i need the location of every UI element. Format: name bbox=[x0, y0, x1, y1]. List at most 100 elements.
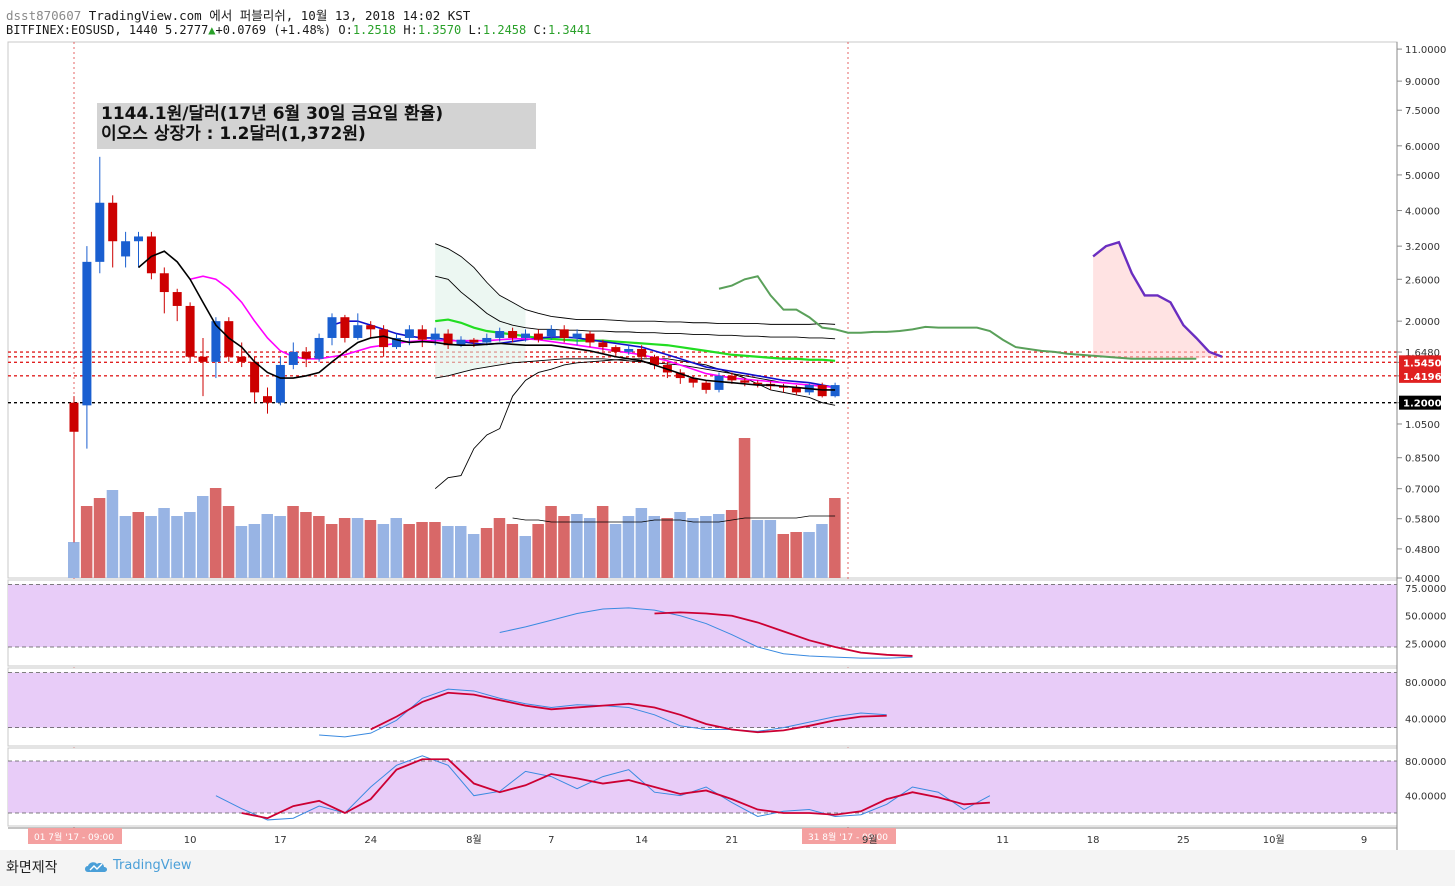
candle-body bbox=[224, 321, 234, 357]
bb-lower2-line bbox=[435, 358, 836, 388]
volume-bar bbox=[700, 516, 712, 578]
volume-bar bbox=[506, 524, 519, 578]
volume-bar bbox=[145, 516, 157, 578]
volume-bar bbox=[184, 512, 196, 578]
volume-bar bbox=[648, 516, 660, 578]
publish-info: TradingView.com 에서 퍼블리쉬, 10월 13, 2018 14… bbox=[81, 8, 471, 23]
volume-bar bbox=[442, 526, 454, 578]
candle-body bbox=[353, 325, 363, 338]
candle-body bbox=[753, 382, 763, 385]
candle-body bbox=[624, 348, 634, 352]
osc3-red-line bbox=[241, 758, 990, 820]
low-value: 1.2458 bbox=[482, 23, 527, 37]
candle-body bbox=[327, 317, 337, 338]
candle-body bbox=[301, 351, 311, 359]
candle-body bbox=[495, 331, 505, 338]
volume-bar bbox=[274, 516, 286, 578]
volume-bar bbox=[80, 506, 93, 578]
price-tick-label: 2.0000 bbox=[1405, 317, 1440, 328]
range-start-box bbox=[28, 828, 122, 844]
candle-body bbox=[533, 333, 543, 340]
volume-bar bbox=[674, 512, 686, 578]
volume-bar bbox=[326, 524, 338, 578]
candle-body bbox=[469, 339, 479, 343]
candle-body bbox=[727, 375, 737, 381]
price-label-text: 1.5450 bbox=[1403, 358, 1442, 369]
x-tick-label: 7 bbox=[548, 835, 554, 846]
cloud-fill bbox=[1093, 242, 1223, 359]
x-tick-label: 14 bbox=[635, 835, 648, 846]
volume-bar bbox=[725, 510, 738, 578]
osc1-blue-line bbox=[499, 607, 913, 659]
candle-body bbox=[585, 333, 595, 343]
chart-canvas[interactable]: 11.0000 9.0000 7.5000 6.0000 5.0000 4.0000 3.2… bbox=[0, 0, 1455, 850]
volume-bar bbox=[338, 518, 351, 578]
volume-bar bbox=[235, 526, 248, 578]
osc1-band bbox=[8, 584, 1397, 648]
volume-bar bbox=[300, 512, 312, 578]
volume-bar bbox=[416, 522, 428, 578]
price-tick-label: 3.2000 bbox=[1405, 242, 1440, 253]
x-tick-label: 8월 bbox=[466, 834, 482, 846]
footer-label: 화면제작 bbox=[6, 860, 58, 876]
candle-body bbox=[430, 333, 440, 340]
candle-body bbox=[508, 331, 518, 338]
volume-bar bbox=[171, 516, 183, 578]
volume-bar bbox=[493, 518, 506, 578]
volume-bar bbox=[558, 516, 570, 578]
price-label-text: 1.4196 bbox=[1403, 372, 1442, 383]
x-tick-label: 9월 bbox=[862, 834, 878, 846]
candle-body bbox=[379, 329, 389, 348]
candle-body bbox=[134, 236, 143, 242]
annotation-box[interactable]: 1144.1원/달러(17년 6월 30일 금요일 환율) 이오스 상장가 : … bbox=[97, 103, 536, 149]
candle-body bbox=[82, 261, 92, 406]
cloud-purple-line bbox=[1092, 240, 1223, 358]
tradingview-logo-text: TradingView bbox=[113, 858, 192, 873]
price-tick-label: 0.4800 bbox=[1405, 545, 1440, 556]
candle-body bbox=[172, 292, 182, 306]
symbol-info: BITFINEX:EOSUSD, 1440 5.2777 bbox=[6, 23, 209, 37]
osc3-tick-label: 80.0000 bbox=[1405, 757, 1446, 768]
ema-black-line bbox=[137, 250, 836, 391]
candle-body bbox=[211, 321, 221, 362]
up-arrow-icon: ▲ bbox=[208, 23, 216, 37]
candle-body bbox=[340, 317, 350, 338]
annotation-line-1: 1144.1원/달러(17년 6월 30일 금요일 환율) bbox=[101, 104, 444, 124]
candle-body bbox=[482, 337, 492, 343]
price-label-text: 1.2000 bbox=[1403, 399, 1442, 410]
candle-body bbox=[714, 375, 724, 390]
candle-body bbox=[263, 396, 272, 403]
price-tick-label: 4.0000 bbox=[1405, 207, 1440, 218]
candle-body bbox=[417, 329, 427, 340]
volume-bar bbox=[790, 532, 802, 578]
candle-body bbox=[637, 348, 647, 357]
volume-bar bbox=[777, 534, 789, 578]
volume-bar bbox=[480, 528, 493, 578]
volume-bar bbox=[635, 508, 648, 578]
osc2-tick-label: 80.0000 bbox=[1405, 678, 1446, 689]
candle-body bbox=[69, 402, 79, 432]
tradingview-logo[interactable]: TradingView bbox=[84, 858, 192, 873]
price-tick-label: 0.5800 bbox=[1405, 515, 1440, 526]
author-name[interactable]: dsst870607 bbox=[6, 8, 82, 23]
candle-body bbox=[675, 372, 685, 379]
volume-bar bbox=[545, 506, 557, 578]
candle-body bbox=[791, 387, 801, 393]
price-tick-label: 6.0000 bbox=[1405, 142, 1440, 153]
x-tick-label: 10 bbox=[184, 835, 197, 846]
price-label-box bbox=[1399, 395, 1441, 410]
volume-bar bbox=[571, 514, 583, 578]
x-tick-label: 10월 bbox=[1263, 834, 1285, 846]
header-line-1: dsst870607 TradingView.com 에서 퍼블리쉬, 10월 … bbox=[6, 5, 470, 24]
cloud-green-line bbox=[718, 275, 1197, 360]
osc1-tick-label: 25.0000 bbox=[1405, 640, 1446, 651]
close-label: C: bbox=[533, 23, 548, 37]
price-label-box bbox=[1399, 355, 1441, 370]
volume-bar bbox=[222, 506, 235, 578]
candle-body bbox=[237, 356, 247, 362]
high-value: 1.3570 bbox=[417, 23, 462, 37]
candle-body bbox=[404, 329, 414, 338]
candle-body bbox=[121, 241, 131, 257]
candle-body bbox=[146, 236, 156, 274]
volume-bar bbox=[364, 520, 377, 578]
